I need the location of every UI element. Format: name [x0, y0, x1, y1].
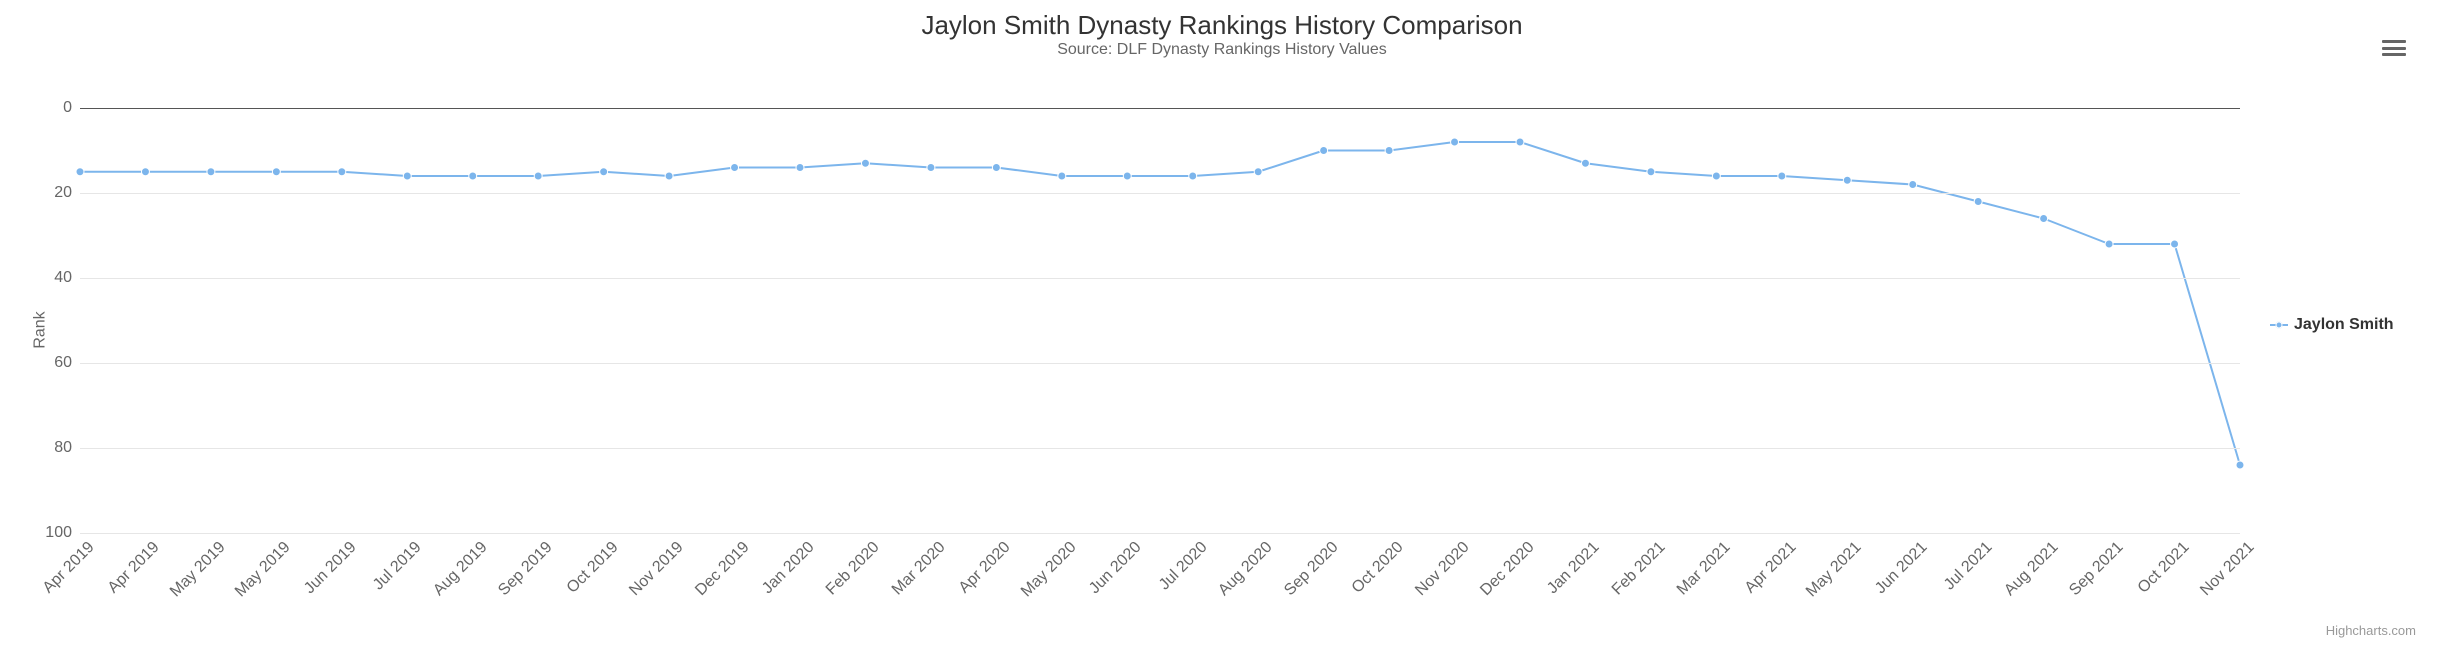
x-tick-label: Dec 2020: [1472, 533, 1539, 600]
data-point[interactable]: [2105, 240, 2113, 248]
x-tick-label: Jun 2021: [1866, 533, 1931, 598]
x-tick-label: Nov 2021: [2192, 533, 2259, 600]
data-point[interactable]: [76, 168, 84, 176]
legend-marker-icon: [2270, 319, 2288, 331]
data-point[interactable]: [1974, 198, 1982, 206]
x-tick-label: Mar 2020: [883, 533, 949, 599]
y-tick-label: 20: [54, 184, 80, 202]
x-tick-label: Apr 2020: [950, 533, 1014, 597]
data-point[interactable]: [1189, 172, 1197, 180]
x-tick-label: May 2021: [1798, 533, 1866, 601]
chart-root: Jaylon Smith Dynasty Rankings History Co…: [0, 0, 2444, 646]
x-tick-label: Aug 2019: [424, 533, 491, 600]
x-tick-label: Jan 2020: [753, 533, 818, 598]
data-point[interactable]: [1778, 172, 1786, 180]
data-point[interactable]: [731, 164, 739, 172]
x-tick-label: Mar 2021: [1669, 533, 1735, 599]
gridline: [80, 193, 2240, 194]
chart-menu-button[interactable]: [2380, 36, 2408, 60]
data-point[interactable]: [2171, 240, 2179, 248]
x-tick-label: Apr 2019: [34, 533, 98, 597]
hamburger-icon: [2382, 40, 2406, 43]
x-tick-label: Apr 2021: [1736, 533, 1800, 597]
x-tick-label: Nov 2020: [1406, 533, 1473, 600]
chart-title: Jaylon Smith Dynasty Rankings History Co…: [20, 10, 2424, 41]
data-point[interactable]: [2040, 215, 2048, 223]
series-line[interactable]: [80, 142, 2240, 465]
data-point[interactable]: [1581, 159, 1589, 167]
x-tick-label: Jul 2021: [1935, 533, 1996, 594]
x-tick-label: Sep 2019: [490, 533, 557, 600]
data-point[interactable]: [2236, 461, 2244, 469]
data-point[interactable]: [600, 168, 608, 176]
x-tick-label: Sep 2021: [2061, 533, 2128, 600]
x-tick-label: Feb 2020: [818, 533, 884, 599]
x-tick-label: Oct 2019: [558, 533, 622, 597]
gridline: [80, 278, 2240, 279]
x-tick-label: Feb 2021: [1603, 533, 1669, 599]
x-tick-label: Dec 2019: [686, 533, 753, 600]
data-point[interactable]: [141, 168, 149, 176]
data-point[interactable]: [469, 172, 477, 180]
data-point[interactable]: [1058, 172, 1066, 180]
x-tick-label: Oct 2020: [1343, 533, 1407, 597]
x-tick-label: Aug 2020: [1210, 533, 1277, 600]
y-tick-label: 80: [54, 439, 80, 457]
x-tick-label: Jan 2021: [1539, 533, 1604, 598]
chart-subtitle: Source: DLF Dynasty Rankings History Val…: [20, 41, 2424, 59]
data-point[interactable]: [861, 159, 869, 167]
x-tick-label: May 2020: [1012, 533, 1080, 601]
series-svg: [80, 108, 2240, 533]
data-point[interactable]: [272, 168, 280, 176]
y-tick-label: 60: [54, 354, 80, 372]
x-tick-label: Jun 2020: [1081, 533, 1146, 598]
data-point[interactable]: [927, 164, 935, 172]
y-tick-label: 0: [63, 99, 80, 117]
data-point[interactable]: [207, 168, 215, 176]
data-point[interactable]: [796, 164, 804, 172]
data-point[interactable]: [1909, 181, 1917, 189]
plot-area: 020406080100Apr 2019Apr 2019May 2019May …: [80, 108, 2240, 533]
y-axis-title: Rank: [32, 311, 50, 348]
x-tick-label: Oct 2021: [2129, 533, 2193, 597]
data-point[interactable]: [1843, 176, 1851, 184]
data-point[interactable]: [1712, 172, 1720, 180]
data-point[interactable]: [1385, 147, 1393, 155]
x-tick-label: Aug 2021: [1995, 533, 2062, 600]
data-point[interactable]: [1254, 168, 1262, 176]
data-point[interactable]: [1320, 147, 1328, 155]
data-point[interactable]: [665, 172, 673, 180]
data-point[interactable]: [992, 164, 1000, 172]
legend-series-label: Jaylon Smith: [2294, 316, 2394, 334]
x-tick-label: May 2019: [227, 533, 295, 601]
x-tick-label: May 2019: [161, 533, 229, 601]
credits-link[interactable]: Highcharts.com: [2326, 623, 2416, 638]
x-tick-label: Sep 2020: [1275, 533, 1342, 600]
y-tick-label: 40: [54, 269, 80, 287]
x-tick-label: Jul 2019: [364, 533, 425, 594]
data-point[interactable]: [1451, 138, 1459, 146]
x-tick-label: Jul 2020: [1150, 533, 1211, 594]
x-tick-label: Jun 2019: [295, 533, 360, 598]
gridline: [80, 363, 2240, 364]
data-point[interactable]: [403, 172, 411, 180]
data-point[interactable]: [1516, 138, 1524, 146]
data-point[interactable]: [338, 168, 346, 176]
x-tick-label: Apr 2019: [100, 533, 164, 597]
gridline: [80, 533, 2240, 534]
x-tick-label: Nov 2019: [621, 533, 688, 600]
data-point[interactable]: [534, 172, 542, 180]
legend[interactable]: Jaylon Smith: [2270, 316, 2394, 334]
data-point[interactable]: [1123, 172, 1131, 180]
gridline: [80, 448, 2240, 449]
data-point[interactable]: [1647, 168, 1655, 176]
